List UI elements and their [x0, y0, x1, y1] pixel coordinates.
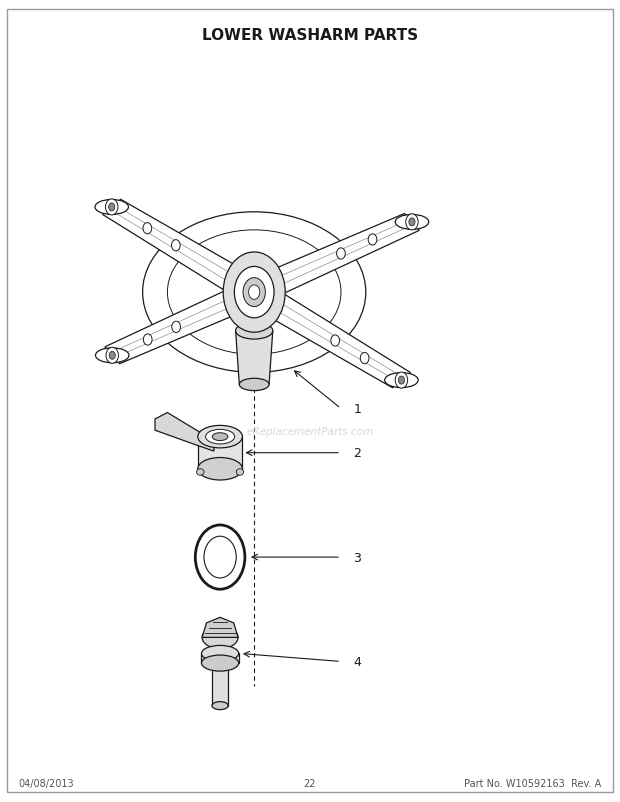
Ellipse shape: [202, 646, 239, 662]
Ellipse shape: [395, 215, 428, 230]
Ellipse shape: [234, 284, 250, 312]
Circle shape: [106, 348, 118, 364]
Ellipse shape: [263, 275, 276, 298]
Ellipse shape: [95, 348, 129, 363]
Circle shape: [143, 334, 152, 346]
Circle shape: [368, 234, 377, 245]
Text: Part No. W10592163  Rev. A: Part No. W10592163 Rev. A: [464, 778, 601, 788]
Ellipse shape: [236, 469, 244, 476]
Ellipse shape: [143, 213, 366, 373]
Ellipse shape: [239, 277, 255, 300]
Ellipse shape: [233, 274, 248, 295]
Ellipse shape: [384, 373, 418, 388]
Circle shape: [395, 373, 407, 389]
Circle shape: [105, 200, 118, 216]
Ellipse shape: [206, 430, 234, 444]
Ellipse shape: [260, 290, 275, 311]
Text: LOWER WASHARM PARTS: LOWER WASHARM PARTS: [202, 28, 418, 43]
Ellipse shape: [195, 525, 245, 589]
Ellipse shape: [202, 655, 239, 671]
Circle shape: [108, 204, 115, 212]
Ellipse shape: [204, 537, 236, 578]
Ellipse shape: [212, 433, 228, 441]
Polygon shape: [198, 437, 242, 469]
Circle shape: [172, 322, 180, 333]
Text: 2: 2: [353, 447, 361, 460]
Circle shape: [360, 353, 369, 364]
Circle shape: [331, 335, 340, 346]
Ellipse shape: [256, 286, 274, 312]
Ellipse shape: [234, 273, 252, 299]
Ellipse shape: [255, 277, 270, 302]
Polygon shape: [103, 200, 265, 302]
Polygon shape: [243, 283, 410, 388]
Ellipse shape: [239, 379, 269, 391]
Ellipse shape: [202, 626, 238, 649]
Circle shape: [109, 352, 115, 360]
Polygon shape: [236, 331, 273, 385]
Circle shape: [143, 223, 152, 234]
Ellipse shape: [198, 458, 242, 480]
Circle shape: [337, 249, 345, 260]
Ellipse shape: [198, 426, 242, 448]
Ellipse shape: [258, 273, 274, 302]
Polygon shape: [202, 654, 239, 663]
Circle shape: [172, 241, 180, 252]
Ellipse shape: [239, 284, 254, 309]
Ellipse shape: [232, 288, 246, 310]
Polygon shape: [245, 214, 419, 303]
Text: 4: 4: [353, 655, 361, 668]
Ellipse shape: [167, 231, 341, 354]
Circle shape: [243, 278, 265, 307]
Polygon shape: [155, 413, 214, 452]
Circle shape: [409, 219, 415, 227]
Ellipse shape: [197, 469, 204, 476]
Polygon shape: [202, 618, 238, 638]
Text: 1: 1: [353, 403, 361, 415]
Text: 22: 22: [304, 778, 316, 788]
Text: eReplacementParts.com: eReplacementParts.com: [246, 427, 374, 436]
Text: 04/08/2013: 04/08/2013: [19, 778, 74, 788]
Circle shape: [398, 377, 404, 385]
Polygon shape: [212, 663, 228, 706]
Circle shape: [405, 215, 418, 231]
Ellipse shape: [236, 322, 273, 340]
Circle shape: [234, 267, 274, 318]
Polygon shape: [105, 282, 264, 364]
Ellipse shape: [95, 200, 128, 215]
Text: 3: 3: [353, 551, 361, 564]
Ellipse shape: [253, 286, 270, 309]
Circle shape: [223, 253, 285, 333]
Ellipse shape: [212, 702, 228, 710]
Circle shape: [249, 286, 260, 300]
